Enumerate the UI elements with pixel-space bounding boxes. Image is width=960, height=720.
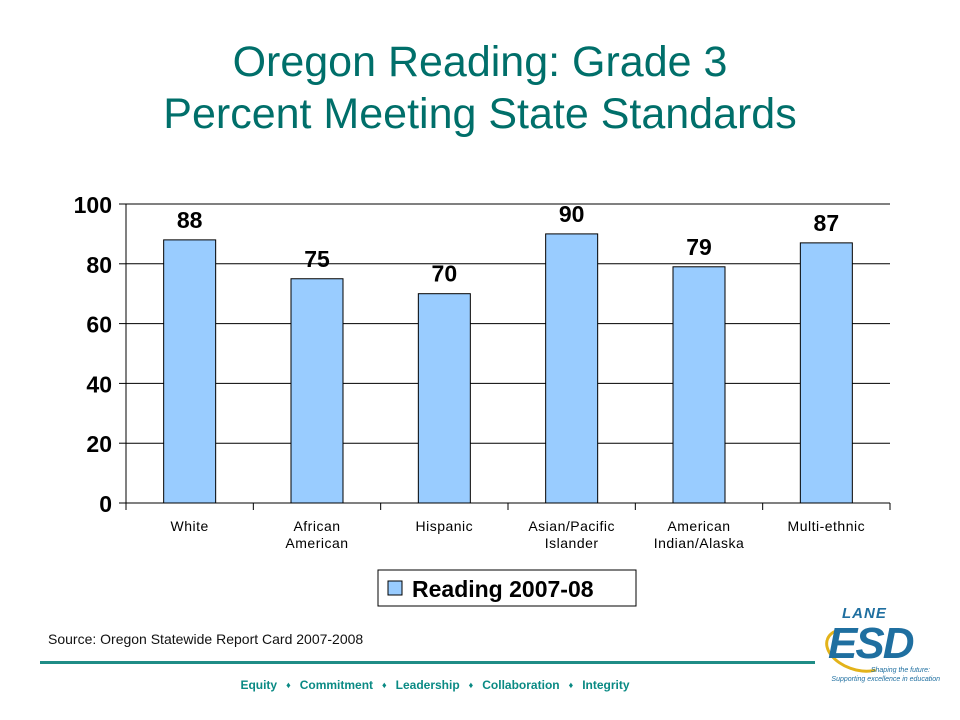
bar bbox=[290, 278, 344, 504]
data-label: 88 bbox=[177, 207, 203, 233]
x-tick-label: American bbox=[667, 518, 730, 534]
data-label: 70 bbox=[432, 261, 458, 287]
x-tick-label: White bbox=[171, 518, 209, 534]
bar bbox=[545, 233, 599, 504]
logo-lane-text: LANE bbox=[842, 605, 887, 622]
footer-item: Integrity bbox=[582, 678, 630, 692]
y-tick-label: 40 bbox=[86, 371, 112, 397]
footer-values: Equity ♦ Commitment ♦ Leadership ♦ Collaborati… bbox=[0, 678, 870, 692]
x-tick-label: Hispanic bbox=[415, 518, 473, 534]
bar bbox=[417, 293, 471, 504]
footer-item: Leadership bbox=[395, 678, 460, 692]
footer-separator: ♦ bbox=[468, 680, 474, 690]
bar-chart: 02040608010088White75AfricanAmerican70Hi… bbox=[74, 192, 891, 607]
footer-divider bbox=[40, 661, 815, 664]
slide-title: Oregon Reading: Grade 3 Percent Meeting … bbox=[0, 36, 960, 140]
legend-box bbox=[377, 569, 637, 607]
footer-separator: ♦ bbox=[382, 680, 387, 690]
footer-item: Commitment bbox=[299, 678, 374, 692]
data-label: 87 bbox=[814, 210, 840, 236]
y-tick-label: 20 bbox=[86, 431, 112, 457]
slide-title-line2: Percent Meeting State Standards bbox=[163, 90, 797, 138]
data-label: 90 bbox=[559, 201, 585, 227]
data-label: 79 bbox=[686, 234, 712, 260]
slide-title-line1: Oregon Reading: Grade 3 bbox=[232, 38, 728, 86]
footer-separator: ♦ bbox=[286, 680, 291, 690]
logo-tagline-1: Shaping the future: bbox=[870, 667, 930, 674]
y-tick-label: 0 bbox=[99, 491, 112, 517]
bar bbox=[672, 266, 726, 504]
source-note: Source: Oregon Statewide Report Card 200… bbox=[48, 631, 364, 647]
x-tick-label: African bbox=[293, 518, 340, 534]
x-tick-label: Indian/Alaska bbox=[654, 535, 745, 551]
lane-esd-logo: LANE ESD Shaping the future: Supporting … bbox=[818, 605, 940, 695]
x-tick-label: Islander bbox=[545, 535, 599, 551]
y-tick-label: 100 bbox=[74, 192, 112, 218]
logo-tagline-2: Supporting excellence in education bbox=[831, 676, 940, 683]
legend-label: Reading 2007-08 bbox=[412, 576, 594, 602]
x-tick-label: Multi-ethnic bbox=[788, 518, 866, 534]
y-tick-label: 80 bbox=[86, 252, 112, 278]
footer-item: Collaboration bbox=[482, 678, 560, 692]
bar bbox=[163, 239, 217, 504]
data-label: 75 bbox=[304, 246, 330, 272]
bar bbox=[799, 242, 853, 504]
legend-swatch bbox=[387, 580, 403, 596]
footer-item: Equity bbox=[240, 678, 278, 692]
footer-separator: ♦ bbox=[568, 680, 574, 690]
x-tick-label: Asian/Pacific bbox=[528, 518, 615, 534]
logo-esd-text: ESD bbox=[828, 619, 914, 668]
x-tick-label: American bbox=[285, 535, 348, 551]
y-tick-label: 60 bbox=[86, 312, 112, 338]
